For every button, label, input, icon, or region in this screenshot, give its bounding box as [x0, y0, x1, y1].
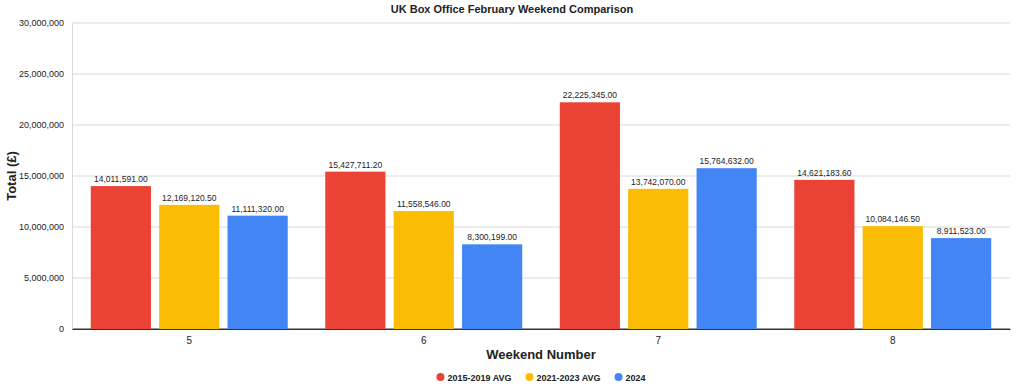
y-tick-label: 15,000,000	[19, 171, 64, 181]
y-tick-label: 10,000,000	[19, 222, 64, 232]
bar	[394, 211, 454, 329]
data-label: 8,300,199.00	[467, 232, 517, 242]
data-label: 10,084,146.50	[866, 214, 921, 224]
x-axis: 5 6 7 8	[73, 329, 1011, 346]
bar	[91, 186, 151, 329]
y-tick-label: 30,000,000	[19, 18, 64, 28]
x-axis-title: Weekend Number	[486, 347, 596, 362]
x-tick: 6	[421, 329, 427, 346]
legend-item: 2015-2019 AVG	[436, 373, 511, 383]
data-labels: 14,011,591.00 15,427,711.20 22,225,345.00 1…	[94, 90, 986, 242]
y-tick: 10,000,000	[19, 222, 72, 232]
grid-line	[72, 176, 1010, 177]
grid	[72, 23, 1010, 329]
bar	[863, 226, 923, 329]
legend-label: 2021-2023 AVG	[536, 373, 600, 383]
y-axis-line	[72, 24, 73, 330]
x-axis-line	[73, 329, 1011, 330]
legend-item: 2024	[615, 373, 646, 383]
bar	[462, 244, 522, 329]
data-label: 8,911,523.00	[937, 226, 986, 236]
data-label: 22,225,345.00	[563, 90, 618, 100]
y-tick: 5,000,000	[24, 273, 72, 283]
y-tick: 30,000,000	[19, 18, 72, 28]
y-tick: 20,000,000	[19, 120, 72, 130]
data-label: 13,742,070.00	[631, 177, 686, 187]
y-tick: 25,000,000	[19, 69, 72, 79]
data-label: 15,427,711.20	[328, 160, 382, 170]
grid-line	[72, 23, 1010, 24]
y-tick: 0	[59, 324, 72, 334]
legend-swatch	[615, 373, 623, 381]
y-tick-label: 20,000,000	[19, 120, 64, 130]
bar	[794, 180, 854, 329]
chart: 0 5,000,000 10,000,000 15,000,000 20,000,000…	[0, 0, 1024, 388]
legend: 2015-2019 AVG 2021-2023 AVG 2024	[436, 373, 645, 383]
y-axis-title: Total (£)	[4, 151, 19, 201]
legend-label: 2015-2019 AVG	[447, 373, 511, 383]
bars	[91, 102, 991, 329]
series	[159, 189, 923, 329]
data-label: 14,011,591.00	[94, 174, 148, 184]
bar	[931, 238, 991, 329]
x-tick-label: 5	[186, 335, 192, 346]
y-tick-label: 25,000,000	[19, 69, 64, 79]
x-tick: 5	[186, 329, 192, 346]
grid-line	[72, 125, 1010, 126]
legend-item: 2021-2023 AVG	[525, 373, 600, 383]
bar	[228, 216, 288, 329]
grid-line	[72, 74, 1010, 75]
x-tick-label: 8	[890, 335, 896, 346]
bar	[560, 102, 620, 329]
x-tick-label: 7	[655, 335, 661, 346]
legend-label: 2024	[626, 373, 646, 383]
y-tick-label: 0	[59, 324, 64, 334]
legend-swatch	[436, 373, 444, 381]
x-tick: 7	[655, 329, 661, 346]
bar	[628, 189, 688, 329]
y-tick: 15,000,000	[19, 171, 72, 181]
legend-swatch	[525, 373, 533, 381]
series	[228, 168, 992, 329]
plot: 0 5,000,000 10,000,000 15,000,000 20,000,000…	[19, 18, 1011, 346]
y-tick-label: 5,000,000	[24, 273, 64, 283]
x-tick: 8	[890, 329, 896, 346]
bar	[325, 172, 385, 329]
data-label: 11,558,546.00	[397, 199, 451, 209]
data-label: 11,111,320.00	[231, 204, 284, 214]
data-label: 15,764,632.00	[699, 156, 754, 166]
series	[91, 102, 855, 329]
data-label: 12,169,120.50	[162, 193, 217, 203]
data-label: 14,621,183.60	[797, 168, 852, 178]
bar	[697, 168, 757, 329]
x-tick-label: 6	[421, 335, 427, 346]
bar	[159, 205, 219, 329]
y-axis: 0 5,000,000 10,000,000 15,000,000 20,000,000…	[19, 18, 73, 334]
title: UK Box Office February Weekend Compariso…	[391, 3, 634, 15]
